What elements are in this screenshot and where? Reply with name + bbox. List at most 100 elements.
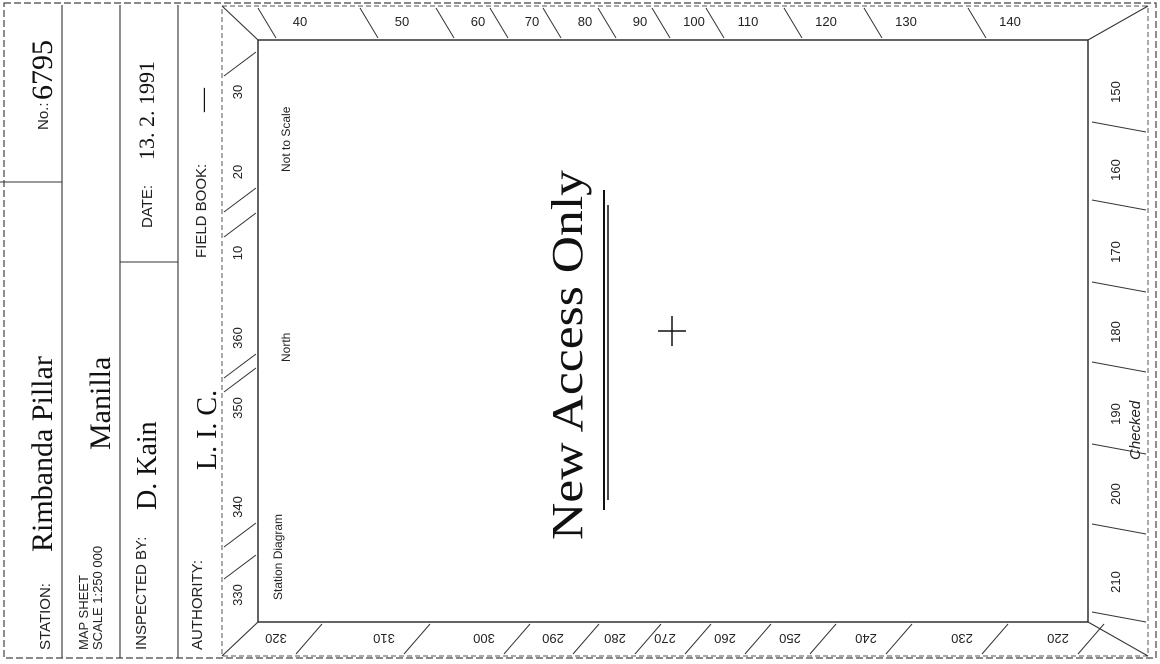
bearing-label-top: 110 [738, 14, 759, 29]
bearing-tick-left [223, 187, 257, 213]
bearing-label-top: 140 [999, 14, 1021, 29]
bearing-label-top: 40 [293, 14, 307, 29]
bearing-tick-top [435, 7, 455, 39]
bearing-tick-top [863, 7, 883, 39]
bearing-label-top: 50 [395, 14, 409, 29]
bearing-label-left: 340 [230, 496, 245, 518]
north-label: North [279, 333, 293, 362]
bearing-label-bottom: 230 [951, 631, 973, 646]
map-sheet-label: MAP SHEET [76, 575, 91, 650]
bearing-labels: 330 340 350 360 10 20 30 40 50 60 70 80 90 100 110 120 1… [230, 14, 1123, 646]
bearing-label-right: 190 [1108, 403, 1123, 425]
bearing-tick-bottom [1077, 623, 1105, 655]
bearing-label-left: 360 [230, 327, 245, 349]
bearing-tick-right [1091, 611, 1147, 623]
bearing-label-right: 150 [1108, 81, 1123, 103]
bearing-label-right: 180 [1108, 321, 1123, 343]
bearing-tick-right [1091, 121, 1147, 133]
bearing-tick-top [257, 7, 277, 39]
bearing-tick-bottom [809, 623, 837, 655]
bearing-label-top: 90 [633, 14, 647, 29]
bearing-tick-bottom [403, 623, 431, 655]
bearing-tick-bottom [744, 623, 772, 655]
bearing-tick-top [705, 7, 725, 39]
bearing-label-bottom: 260 [714, 631, 736, 646]
bearing-label-right: 210 [1108, 571, 1123, 593]
bearing-tick-top [967, 7, 987, 39]
bearing-tick-left [223, 212, 257, 238]
station-label: STATION: [37, 583, 54, 650]
bearing-label-left: 20 [230, 165, 245, 179]
bearing-label-left: 330 [230, 584, 245, 606]
bearing-tick-left [223, 554, 257, 580]
bearing-label-top: 100 [683, 14, 705, 29]
number-value: 6795 [26, 40, 59, 100]
bearing-label-bottom: 320 [265, 631, 287, 646]
bearing-label-bottom: 310 [373, 631, 395, 646]
bearing-tick-right [1091, 281, 1147, 293]
bearing-label-top: 80 [578, 14, 592, 29]
inspected-by-value: D. Kain [132, 421, 163, 510]
inspected-by-label: INSPECTED BY: [133, 537, 150, 650]
bearing-tick-bottom [634, 623, 662, 655]
header-fields: STATION: Rimbanda Pillar No.: 6795 MAP S… [26, 40, 223, 650]
bearing-tick-top [597, 7, 617, 39]
checked-label: Checked [1127, 400, 1144, 460]
bearing-tick-bottom [885, 623, 913, 655]
date-value: 13. 2. 1991 [134, 61, 159, 160]
header-rules [0, 5, 179, 658]
bearing-tick-bottom [572, 623, 600, 655]
bearing-label-top: 130 [895, 14, 917, 29]
authority-value: L. I. C. [192, 390, 223, 470]
bearing-label-right: 160 [1108, 159, 1123, 181]
bearing-tick-top [359, 7, 379, 39]
authority-label: AUTHORITY: [189, 560, 206, 650]
bearing-label-bottom: 300 [473, 631, 495, 646]
card-border [3, 2, 1157, 659]
bearing-tick-right [1091, 443, 1147, 455]
bearing-label-bottom: 280 [604, 631, 626, 646]
station-mark-cross [658, 316, 686, 346]
scale-note: Not to Scale [279, 106, 293, 172]
station-value: Rimbanda Pillar [26, 356, 59, 552]
bearing-tick-top [651, 7, 671, 39]
bearing-label-bottom: 240 [855, 631, 877, 646]
bearing-tick-bottom [295, 623, 323, 655]
number-label: No.: [35, 102, 52, 130]
bearing-label-bottom: 220 [1047, 631, 1069, 646]
bearing-tick-left [223, 353, 257, 379]
bearing-label-bottom: 250 [779, 631, 801, 646]
map-sheet-value: Manilla [84, 357, 117, 450]
bearing-tick-left [223, 367, 257, 393]
bearing-tick-bottom [981, 623, 1009, 655]
bearing-label-left: 10 [230, 246, 245, 260]
bearing-tick-top [783, 7, 803, 39]
station-diagram-title: Station Diagram [271, 514, 285, 600]
bearing-label-left: 30 [230, 85, 245, 99]
map-sheet-scale-label: SCALE 1:250 000 [90, 546, 105, 650]
handwritten-note: New Access Only [543, 170, 592, 540]
bearing-label-bottom: 290 [542, 631, 564, 646]
bearing-label-top: 70 [525, 14, 539, 29]
corner-diagonals [221, 5, 1149, 657]
bearing-label-bottom: 270 [654, 631, 676, 646]
bearing-label-right: 170 [1108, 241, 1123, 263]
bearing-label-right: 200 [1108, 483, 1123, 505]
bearing-label-left: 350 [230, 397, 245, 419]
bearing-tick-top [542, 7, 562, 39]
bearing-label-top: 120 [815, 14, 837, 29]
bearing-tick-right [1091, 361, 1147, 373]
bearing-tick-right [1091, 199, 1147, 211]
bearing-outer-border [221, 5, 1149, 657]
date-label: DATE: [139, 185, 156, 228]
bearing-tick-bottom [503, 623, 531, 655]
field-book-value: — [190, 87, 216, 113]
bearing-tick-top [489, 7, 509, 39]
bearing-tick-bottom [684, 623, 712, 655]
bearing-ticks [223, 7, 1147, 655]
bearing-label-top: 60 [471, 14, 485, 29]
field-book-label: FIELD BOOK: [193, 164, 210, 258]
bearing-tick-left [223, 522, 257, 548]
bearing-tick-left [223, 51, 257, 77]
